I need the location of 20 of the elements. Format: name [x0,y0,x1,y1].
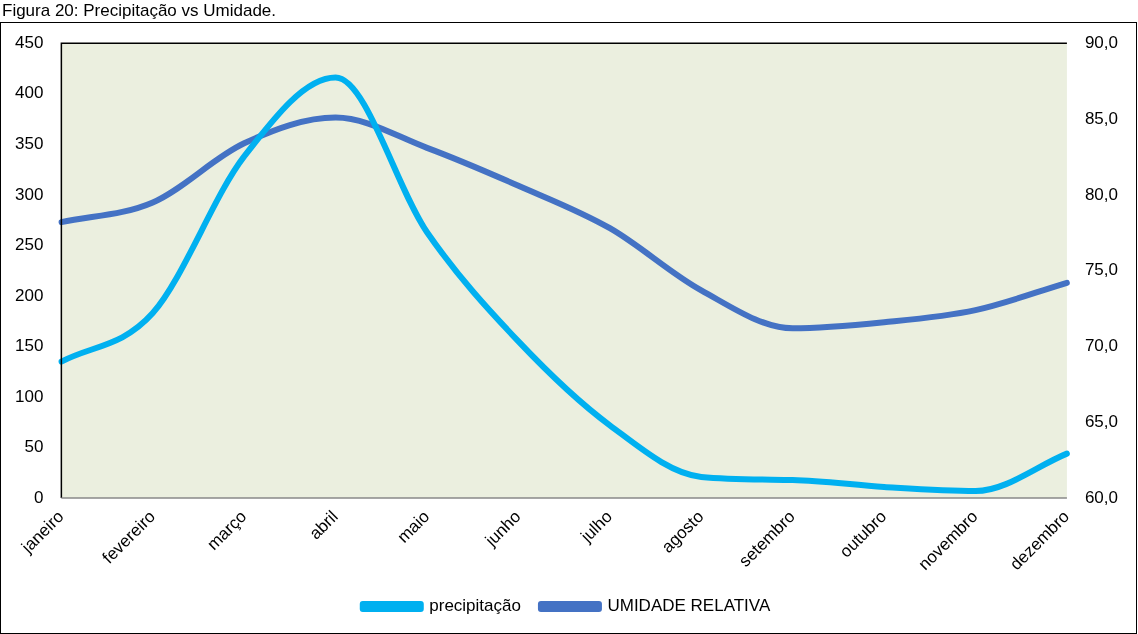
y-tick-label: 400 [14,83,44,103]
y-tick-label: 300 [14,184,44,204]
y2-tick-label: 85,0 [1084,108,1119,128]
legend-label: UMIDADE RELATIVA [607,596,771,616]
y2-tick-label: 90,0 [1084,32,1119,52]
y2-tick-label: 70,0 [1084,336,1119,356]
y-tick-label: 250 [14,235,44,255]
chart-title: Figura 20: Precipitação vs Umidade. [1,0,278,22]
y-tick-label: 450 [14,32,44,52]
y-tick-label: 0 [33,487,44,507]
y2-tick-label: 60,0 [1084,487,1119,507]
legend-label: precipitação [429,596,521,616]
y-tick-label: 200 [14,285,44,305]
y2-tick-label: 65,0 [1084,411,1119,431]
y-tick-label: 50 [24,437,44,457]
y2-tick-label: 75,0 [1084,260,1119,280]
y-tick-label: 150 [14,336,44,356]
y-tick-label: 100 [14,386,44,406]
y-tick-label: 350 [14,133,44,153]
y2-tick-label: 80,0 [1084,184,1119,204]
